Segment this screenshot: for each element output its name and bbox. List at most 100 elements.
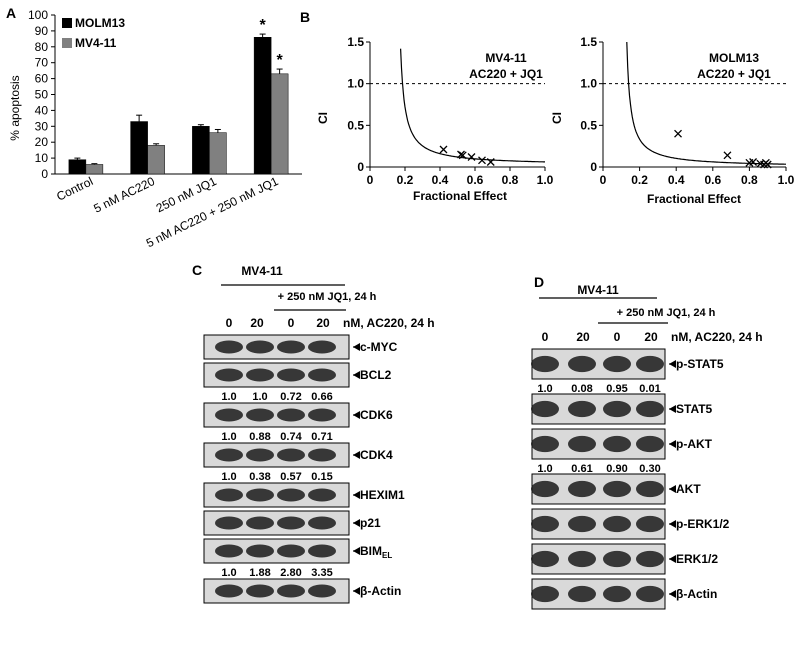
- panel-c-blots: c-MYC BCL2 1.0 1.0 0.72 0.66 CDK6 1.0 0.88 0.74 0.…: [203, 334, 405, 604]
- panel-c-conc-4: 20: [316, 316, 330, 330]
- quantification-value: 0.08: [571, 383, 592, 395]
- arrow-head: [669, 590, 676, 598]
- legend-swatch-mv411: [62, 38, 72, 48]
- quantification-value: 0.88: [249, 431, 270, 443]
- y-tick-label: 90: [35, 24, 49, 38]
- quantification-value: 0.38: [249, 471, 270, 483]
- arrow-head: [669, 485, 676, 493]
- panel-b-left-title-2: AC220 + JQ1: [469, 67, 543, 81]
- panel-d-conc-unit: nM, AC220, 24 h: [671, 330, 763, 344]
- bar-molm13: [130, 121, 148, 175]
- quantification-value: 0.72: [280, 391, 301, 403]
- blot-band: [603, 480, 631, 498]
- y-tick-label: 0: [357, 160, 364, 174]
- arrow-head: [669, 555, 676, 563]
- panel-d-conc-4: 20: [644, 330, 658, 344]
- quantification-value: 1.0: [252, 391, 267, 403]
- data-point: [467, 153, 476, 161]
- blot-label: HEXIM1: [360, 488, 405, 502]
- blot-band: [636, 585, 664, 603]
- blot-band: [603, 355, 631, 373]
- data-point: [458, 151, 467, 160]
- bar-mv4-11: [85, 164, 104, 175]
- blot-label: p-STAT5: [676, 357, 724, 371]
- quantification-value: 0.74: [280, 431, 302, 443]
- panel-b-left-plot: 0 0.5 1.0 1.5 0 0.2 0.4 0.6 0.8 1.0: [347, 35, 553, 187]
- quantification-value: 0.71: [311, 431, 332, 443]
- arrow-head: [353, 451, 360, 459]
- blot-band: [636, 355, 664, 373]
- blot-band: [531, 435, 559, 453]
- y-tick-label: 60: [35, 72, 49, 86]
- x-tick-label: 0: [600, 173, 607, 187]
- data-point: [749, 158, 758, 166]
- arrow-head: [353, 491, 360, 499]
- x-tick-label: 1.0: [537, 173, 554, 187]
- y-tick-label: 50: [35, 88, 49, 102]
- quantification-value: 3.35: [311, 567, 332, 579]
- blot-band: [603, 400, 631, 418]
- blot-band: [568, 355, 596, 373]
- x-tick-label: 0.6: [704, 173, 721, 187]
- panel-b-right-title-1: MOLM13: [709, 51, 759, 65]
- quantification-value: 0.61: [571, 463, 592, 475]
- data-point: [486, 158, 495, 166]
- bar-mv4-11: [147, 145, 165, 175]
- y-tick-label: 10: [35, 151, 49, 165]
- blot-band: [246, 340, 274, 354]
- arrow-head: [669, 440, 676, 448]
- quantification-value: 1.0: [221, 471, 236, 483]
- quantification-value: 1.0: [537, 383, 552, 395]
- bar-mv4-11: [209, 132, 227, 175]
- panel-b-left-title-1: MV4-11: [485, 51, 527, 65]
- legend-mv411: MV4-11: [75, 36, 117, 50]
- y-tick-label: 0.5: [580, 118, 597, 132]
- y-tick-label: 1.0: [580, 77, 597, 91]
- panel-a-ylabel: % apoptosis: [8, 75, 22, 140]
- blot-band: [277, 408, 305, 422]
- quantification-value: 1.0: [537, 463, 552, 475]
- blot-band: [246, 544, 274, 558]
- blot-band: [531, 550, 559, 568]
- quantification-value: 1.0: [221, 431, 236, 443]
- x-tick-label: 0.8: [741, 173, 758, 187]
- y-tick-label: 0: [41, 167, 48, 181]
- blot-band: [277, 448, 305, 462]
- panel-b-label: B: [300, 9, 310, 25]
- blot-label: BCL2: [360, 368, 392, 382]
- x-tick-label: 0.8: [502, 173, 519, 187]
- blot-band: [215, 448, 243, 462]
- panel-c-conc-3: 0: [288, 316, 295, 330]
- blot-label: ERK1/2: [676, 552, 718, 566]
- y-tick-label: 20: [35, 135, 49, 149]
- blot-band: [603, 435, 631, 453]
- fitted-curve: [400, 48, 545, 163]
- blot-band: [568, 515, 596, 533]
- x-tick-label: 0.4: [668, 173, 685, 187]
- x-tick-label: 0.4: [432, 173, 449, 187]
- significance-star: *: [277, 52, 284, 69]
- panel-c-conc-2: 20: [250, 316, 264, 330]
- data-point: [763, 160, 772, 169]
- arrow-head: [669, 405, 676, 413]
- blot-band: [568, 585, 596, 603]
- data-point: [439, 145, 448, 154]
- blot-band: [246, 516, 274, 530]
- blot-band: [308, 368, 336, 382]
- arrow-head: [353, 411, 360, 419]
- panel-c-cell-line: MV4-11: [241, 264, 283, 278]
- blot-band: [531, 480, 559, 498]
- blot-band: [215, 584, 243, 598]
- blot-label: STAT5: [676, 402, 713, 416]
- blot-band: [568, 480, 596, 498]
- blot-band: [636, 550, 664, 568]
- blot-label: p-AKT: [676, 437, 713, 451]
- arrow-head: [353, 371, 360, 379]
- y-tick-label: 70: [35, 56, 49, 70]
- blot-band: [636, 515, 664, 533]
- x-tick-label: 0: [367, 173, 374, 187]
- blot-band: [568, 435, 596, 453]
- blot-band: [215, 516, 243, 530]
- blot-band: [246, 584, 274, 598]
